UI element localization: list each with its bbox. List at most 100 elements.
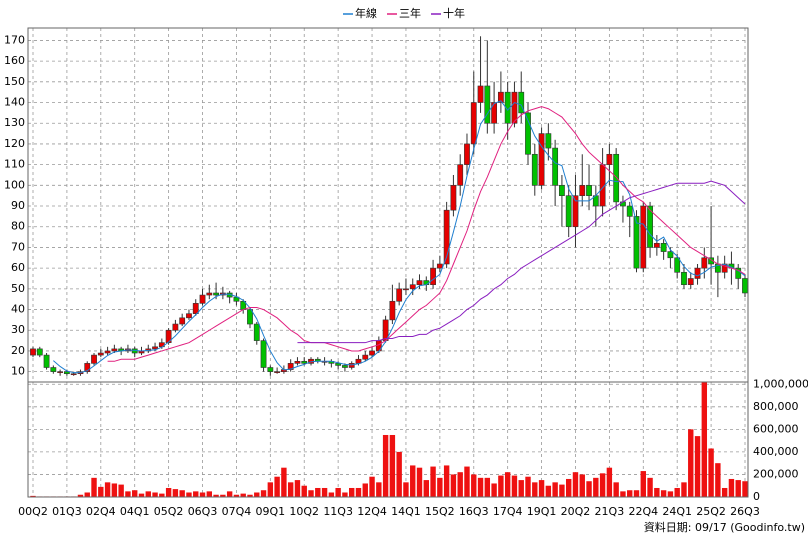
x-tick-label: 07Q4: [222, 505, 252, 518]
candle-body: [538, 133, 545, 186]
candle-body: [484, 85, 491, 124]
volume-bar: [152, 492, 158, 497]
volume-bar: [369, 476, 375, 497]
volume-bar: [125, 491, 131, 497]
y-tick-label: 20: [11, 344, 25, 357]
candle-body: [396, 288, 403, 302]
volume-bar: [640, 471, 646, 497]
candle-body: [640, 205, 647, 269]
x-tick-label: 02Q4: [86, 505, 116, 518]
volume-bar: [593, 477, 599, 497]
legend-label: 十年: [443, 6, 465, 20]
volume-bar: [660, 490, 667, 497]
candle-body: [152, 346, 158, 350]
volume-bar: [423, 480, 429, 497]
volume-bar: [701, 382, 708, 497]
volume-bar: [620, 491, 626, 497]
footer: 資料日期: 09/17 (Goodinfo.tw): [644, 520, 805, 534]
volume-bar: [416, 467, 423, 497]
candle-body: [416, 280, 423, 286]
candle-body: [389, 300, 396, 321]
volume-bar: [471, 474, 477, 497]
volume-bar: [186, 492, 192, 497]
x-tick-label: 21Q3: [595, 505, 625, 518]
candle-body: [681, 271, 687, 286]
y-tick-label: 130: [4, 116, 25, 129]
ma-line: [297, 180, 746, 344]
candle-body: [342, 365, 348, 368]
x-tick-label: 11Q3: [323, 505, 353, 518]
volume-bar: [335, 487, 341, 497]
candle-body: [613, 153, 620, 203]
candle-body: [464, 143, 470, 165]
volume-bar: [498, 475, 504, 497]
volume-bar: [260, 490, 267, 497]
candle-body: [247, 309, 253, 325]
y-tick-label: 70: [11, 240, 25, 253]
volume-bar: [98, 486, 104, 497]
volume-bar: [464, 466, 470, 497]
volume-bar: [172, 489, 179, 497]
candle-body: [436, 263, 443, 269]
plot-frame: [27, 27, 749, 498]
candle-body: [701, 257, 708, 269]
y2-tick-label: 0: [753, 490, 760, 503]
candle-body: [694, 267, 701, 279]
volume-bar: [627, 490, 633, 497]
y-tick-label: 100: [4, 178, 25, 191]
y2-tick-label: 600,000: [753, 422, 799, 435]
volume-bar: [715, 463, 721, 497]
volume-bar: [247, 494, 253, 497]
volume-bar: [579, 474, 585, 497]
volume-bar: [599, 473, 606, 497]
candle-body: [369, 350, 375, 356]
candle-body: [30, 348, 36, 356]
volume-bar: [30, 495, 36, 497]
volume-bar: [606, 467, 613, 497]
volume-bar: [355, 487, 362, 497]
volume-bar: [213, 494, 219, 497]
volume-bar: [443, 465, 450, 497]
volume-bar: [694, 436, 701, 497]
volume-bar: [654, 487, 660, 497]
candle-body: [233, 296, 240, 302]
candle-body: [687, 278, 694, 286]
candle-body: [287, 363, 294, 370]
candle-body: [50, 367, 57, 372]
candle-body: [552, 147, 559, 186]
candle-body: [735, 267, 742, 279]
volume-bar: [118, 484, 124, 497]
candle-body: [559, 185, 565, 196]
candle-body: [477, 85, 484, 103]
candle-body: [186, 313, 192, 319]
y2-tick-label: 400,000: [753, 445, 799, 458]
x-tick-label: 05Q2: [154, 505, 184, 518]
candle-body: [409, 284, 416, 290]
candle-body: [626, 205, 633, 217]
volume-bar: [199, 492, 206, 497]
x-tick-label: 00Q2: [18, 505, 48, 518]
y-tick-label: 110: [4, 158, 25, 171]
candle-body: [64, 371, 70, 375]
x-tick-label: 26Q3: [730, 505, 760, 518]
candle-body: [633, 216, 640, 269]
volume-bar: [145, 491, 151, 497]
volume-bar: [477, 477, 484, 497]
y2-tick-label: 200,000: [753, 467, 799, 480]
candle-body: [518, 91, 525, 114]
candle-body: [97, 352, 104, 356]
candle-body: [742, 278, 748, 294]
y2-tick-label: 800,000: [753, 400, 799, 413]
volume-bar: [159, 493, 165, 497]
y-tick-label: 30: [11, 323, 25, 336]
y-tick-label: 120: [4, 137, 25, 150]
volume-bar: [132, 490, 138, 497]
candle-body: [647, 205, 653, 248]
y-tick-label: 10: [11, 365, 25, 378]
candle-body: [362, 354, 369, 360]
candle-body: [667, 251, 674, 259]
candle-body: [470, 102, 477, 145]
volume-bar: [667, 491, 674, 497]
candle-body: [565, 195, 572, 228]
volume-bar: [437, 477, 443, 497]
